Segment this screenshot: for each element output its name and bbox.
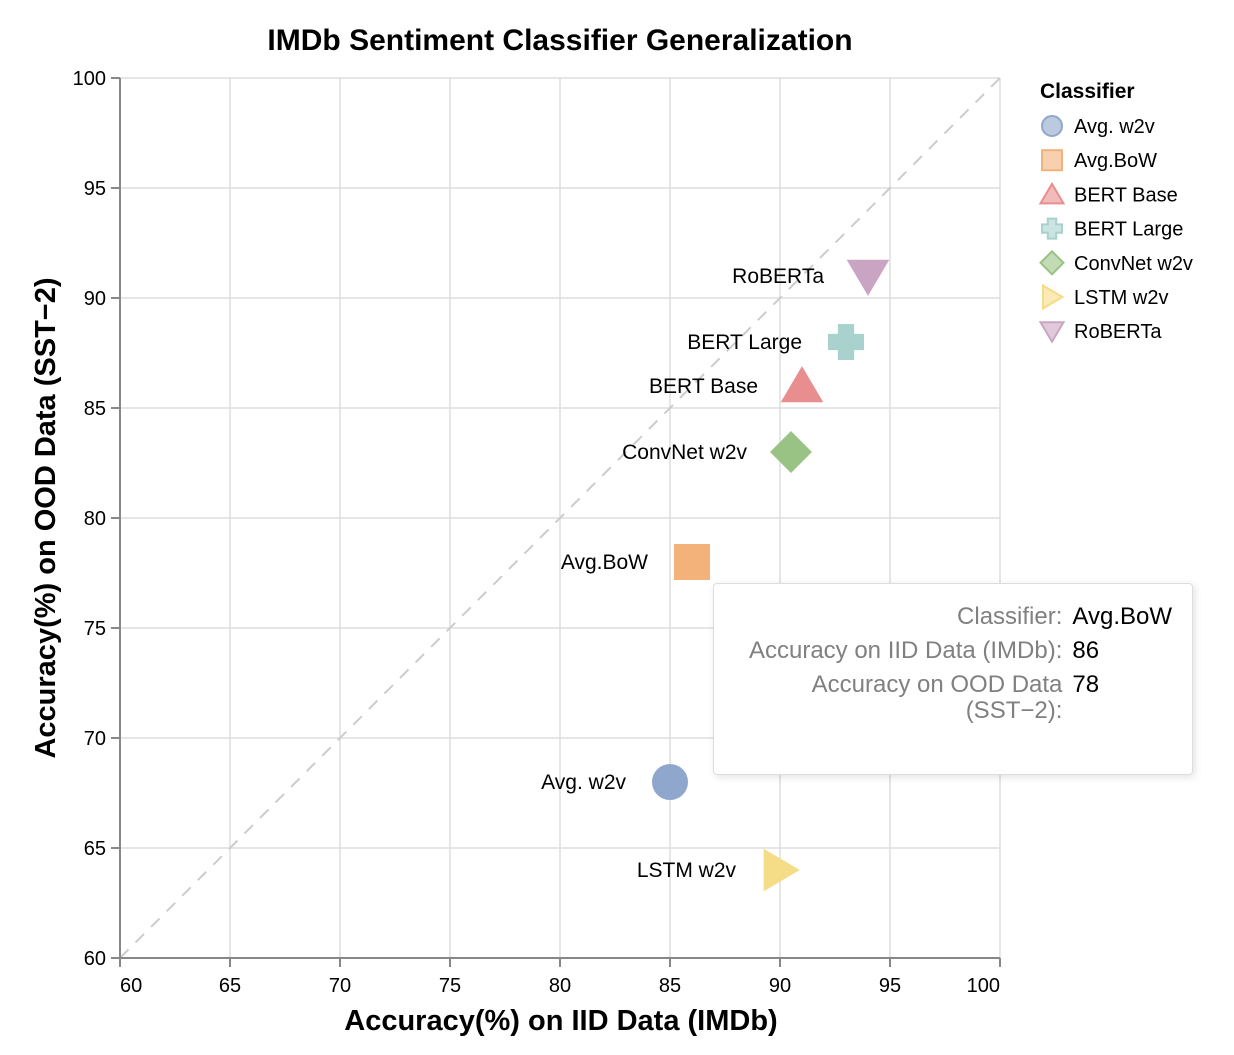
reference-line	[119, 77, 1001, 959]
tooltip: Classifier: Avg.BoW Accuracy on IID Data…	[713, 583, 1193, 775]
data-point-label: BERT Base	[649, 375, 758, 398]
tooltip-table: Classifier: Avg.BoW Accuracy on IID Data…	[734, 604, 1172, 732]
tooltip-row-iid: Accuracy on IID Data (IMDb): 86	[734, 638, 1172, 672]
data-point-label: ConvNet w2v	[622, 441, 747, 464]
legend-label: RoBERTa	[1074, 321, 1162, 343]
x-tick-label: 65	[219, 975, 241, 997]
x-tick-label: 70	[329, 975, 351, 997]
legend-label: BERT Base	[1074, 184, 1178, 206]
data-point-label: BERT Large	[687, 331, 802, 354]
chart-title: IMDb Sentiment Classifier Generalization	[267, 24, 852, 57]
data-point	[770, 431, 812, 473]
y-tick-label: 65	[84, 838, 106, 860]
x-tick-label: 60	[120, 975, 142, 997]
x-tick-label: 95	[879, 975, 901, 997]
y-tick-label: 70	[84, 728, 106, 750]
tooltip-key: Accuracy on IID Data (IMDb):	[748, 637, 1063, 664]
legend-symbol	[1038, 321, 1066, 344]
y-axis-title: Accuracy(%) on OOD Data (SST−2)	[30, 277, 62, 758]
legend-label: Avg. w2v	[1074, 116, 1155, 138]
tooltip-key: Accuracy on OOD Data (SST−2):	[811, 671, 1063, 724]
legend-symbol	[1041, 149, 1063, 172]
y-tick-label: 60	[84, 948, 106, 970]
data-point	[652, 764, 688, 800]
x-tick-label: 80	[549, 975, 571, 997]
legend-symbol	[1041, 217, 1063, 240]
legend-title: Classifier	[1040, 80, 1135, 103]
tooltip-row-ood: Accuracy on OOD Data (SST−2): 78	[734, 672, 1172, 732]
legend-label: BERT Large	[1074, 219, 1183, 241]
data-point-label: Avg. w2v	[541, 771, 626, 794]
y-tick-label: 95	[84, 178, 106, 200]
y-tick-label: 100	[73, 68, 106, 90]
data-point-label: LSTM w2v	[637, 859, 737, 882]
legend-label: Avg.BoW	[1074, 150, 1157, 172]
y-tick-label: 90	[84, 288, 106, 310]
x-tick-label: 90	[769, 975, 791, 997]
data-point-label: RoBERTa	[732, 265, 824, 288]
x-axis-title: Accuracy(%) on IID Data (IMDb)	[344, 1005, 777, 1037]
data-point	[763, 848, 800, 892]
data-point	[780, 366, 824, 403]
tooltip-value: 86	[1072, 637, 1100, 664]
tooltip-value: 78	[1072, 671, 1100, 698]
tooltip-row-classifier: Classifier: Avg.BoW	[734, 604, 1172, 638]
data-point	[828, 324, 864, 360]
y-tick-label: 85	[84, 398, 106, 420]
legend-symbol	[1038, 181, 1066, 205]
legend-symbol	[1039, 249, 1065, 276]
data-point	[846, 259, 890, 296]
legend-symbol	[1041, 115, 1063, 137]
x-tick-label: 100	[967, 975, 1000, 997]
y-tick-label: 75	[84, 618, 106, 640]
legend-label: ConvNet w2v	[1074, 253, 1193, 275]
legend-symbol	[1042, 283, 1065, 311]
legend-label: LSTM w2v	[1074, 287, 1168, 309]
data-point	[674, 544, 710, 580]
x-tick-label: 75	[439, 975, 461, 997]
tooltip-value: Avg.BoW	[1072, 603, 1172, 630]
y-tick-label: 80	[84, 508, 106, 530]
data-point-label: Avg.BoW	[561, 551, 648, 574]
tooltip-key: Classifier:	[957, 603, 1063, 630]
x-tick-label: 85	[659, 975, 681, 997]
